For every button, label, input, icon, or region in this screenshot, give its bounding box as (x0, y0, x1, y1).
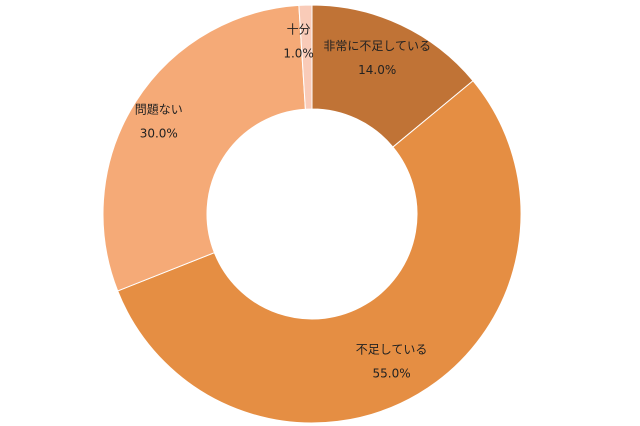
slice-label: 十分 (287, 23, 311, 37)
slice (311, 4, 474, 148)
slice-label: 問題ない (135, 102, 183, 116)
value-label: 14.0% (358, 63, 396, 77)
slice-label: 不足している (356, 343, 428, 357)
slice (117, 80, 522, 424)
value-label: 55.0% (372, 367, 410, 381)
slice (298, 4, 313, 110)
slice-label: 非常に不足している (323, 39, 431, 53)
value-label: 30.0% (140, 126, 178, 140)
slice (102, 4, 306, 292)
value-label: 1.0% (283, 47, 314, 61)
